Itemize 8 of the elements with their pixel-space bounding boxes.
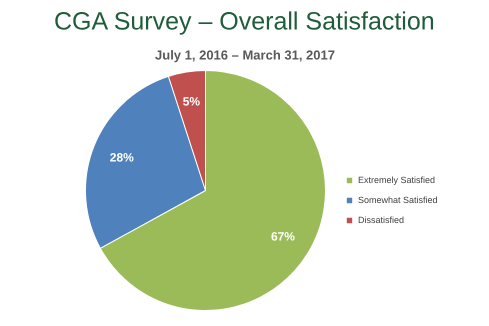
chart-title: CGA Survey – Overall Satisfaction bbox=[54, 8, 435, 36]
legend-label: Extremely Satisfied bbox=[358, 175, 436, 185]
data-label: 28% bbox=[110, 150, 134, 164]
legend-label: Somewhat Satisfied bbox=[358, 195, 438, 205]
chart-subtitle: July 1, 2016 – March 31, 2017 bbox=[155, 48, 335, 62]
data-label: 67% bbox=[270, 229, 296, 244]
data-label: 5% bbox=[182, 94, 200, 109]
legend-label: Dissatisfied bbox=[358, 215, 404, 225]
